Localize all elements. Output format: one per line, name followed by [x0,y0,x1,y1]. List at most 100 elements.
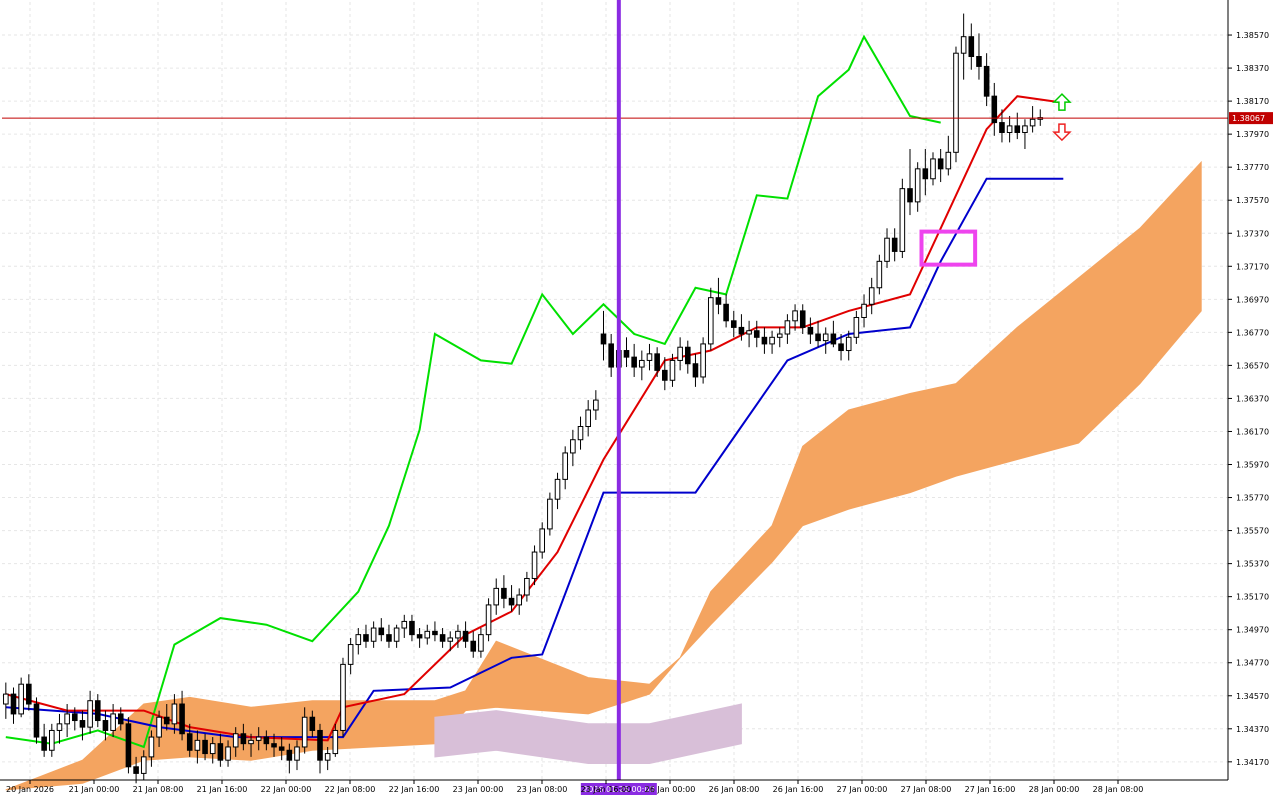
price-tick-label: 1.34970 [1236,626,1269,635]
candle-body [914,168,921,203]
cloud-bull-area [5,160,1202,791]
highlight-box[interactable] [919,229,978,267]
candle-body [516,594,523,606]
candle-body [570,439,576,454]
time-tick-label: 22 Jan 16:00 [389,785,440,794]
candle-body [439,634,446,642]
candle-body [646,353,653,361]
arrow-up-icon[interactable] [1052,93,1072,111]
candle-body [110,713,116,731]
candle-body [140,756,147,774]
price-tick-label: 1.37370 [1236,229,1269,238]
candle-body [309,716,316,731]
candle-body [884,237,890,262]
candle-body [462,630,469,642]
candle-body [815,333,821,342]
price-tick-label: 1.36570 [1236,361,1269,370]
candle-body [33,703,40,738]
candle-body [225,746,231,761]
time-tick-label: 28 Jan 08:00 [1093,785,1144,794]
time-tick-label: 27 Jan 16:00 [965,785,1016,794]
tenkan-line [5,95,1064,742]
candle-body [784,320,791,335]
time-tick-label: 23 Jan 16:00 [581,785,632,794]
candle-body [776,333,783,338]
candle-body [217,743,224,761]
candle-body [232,733,239,748]
price-tick-label: 1.37970 [1236,130,1269,139]
candle-body [692,363,699,378]
candle-body [355,634,362,646]
candle-body [94,700,101,722]
price-tick-label: 1.37770 [1236,163,1269,172]
time-tick-label: 22 Jan 00:00 [261,785,312,794]
price-tick-label: 1.35770 [1236,494,1269,503]
price-tick-label: 1.34370 [1236,725,1269,734]
time-tick-label: 26 Jan 00:00 [645,785,696,794]
candle-body [56,723,63,731]
candle-body [822,333,829,342]
time-tick-label: 28 Jan 00:00 [1029,785,1080,794]
price-tick-label: 1.36770 [1236,328,1269,337]
candle-body [922,168,929,180]
candle-body [347,644,354,665]
price-tick-label: 1.35570 [1236,527,1269,536]
candle-body [554,478,561,500]
candle-body [953,52,959,153]
candle-body [363,634,369,642]
candle-body [930,158,936,180]
price-tick-label: 1.37170 [1236,262,1269,271]
time-tick-label: 26 Jan 16:00 [773,785,824,794]
arrow-down-icon[interactable] [1052,123,1072,142]
candle-body [286,749,293,761]
candle-body [87,700,93,728]
price-tick-label: 1.36370 [1236,394,1269,403]
candle-body [248,739,254,745]
candle-body [186,733,193,751]
candle-body [79,720,86,728]
candle-body [416,634,423,639]
candle-body [202,739,208,755]
candle-body [562,452,568,480]
candle-body [10,693,17,715]
candle-body [654,353,660,371]
candle-body [271,743,277,748]
candle-body [845,336,852,352]
candle-body [960,36,967,54]
time-tick-label: 27 Jan 08:00 [901,785,952,794]
candle-body [738,326,745,335]
candle-body [194,739,201,751]
candle-body [907,188,913,203]
price-tick-label: 1.35970 [1236,461,1269,470]
candle-body [409,620,415,636]
candle-body [531,551,538,579]
candle-body [746,330,752,335]
candle-body [324,753,331,761]
candle-body [3,693,9,705]
candle-body [861,303,867,318]
candle-body [547,498,553,530]
candle-body [707,297,714,345]
candle-body [64,713,70,725]
candle-body [1014,125,1021,133]
kijun-line [5,177,1064,739]
candle-body [171,703,178,725]
candle-body [976,56,982,67]
candle-body [148,736,155,758]
time-tick-label: 23 Jan 00:00 [453,785,504,794]
candle-body [539,528,546,553]
ichimoku-cloud [5,160,1202,791]
current-price-label: 1.38067 [1232,114,1265,123]
candle-body [593,399,599,411]
axes: 1.38570 1.38370 1.38170 1.37970 1.37770 1.375… [0,0,1269,794]
candle-body [1029,118,1036,127]
candle-body [945,151,952,170]
candle-body [769,336,775,345]
candle-body [715,297,722,305]
current-price-tag [1229,112,1273,125]
candle-body [501,587,507,599]
candle-body [117,713,124,725]
